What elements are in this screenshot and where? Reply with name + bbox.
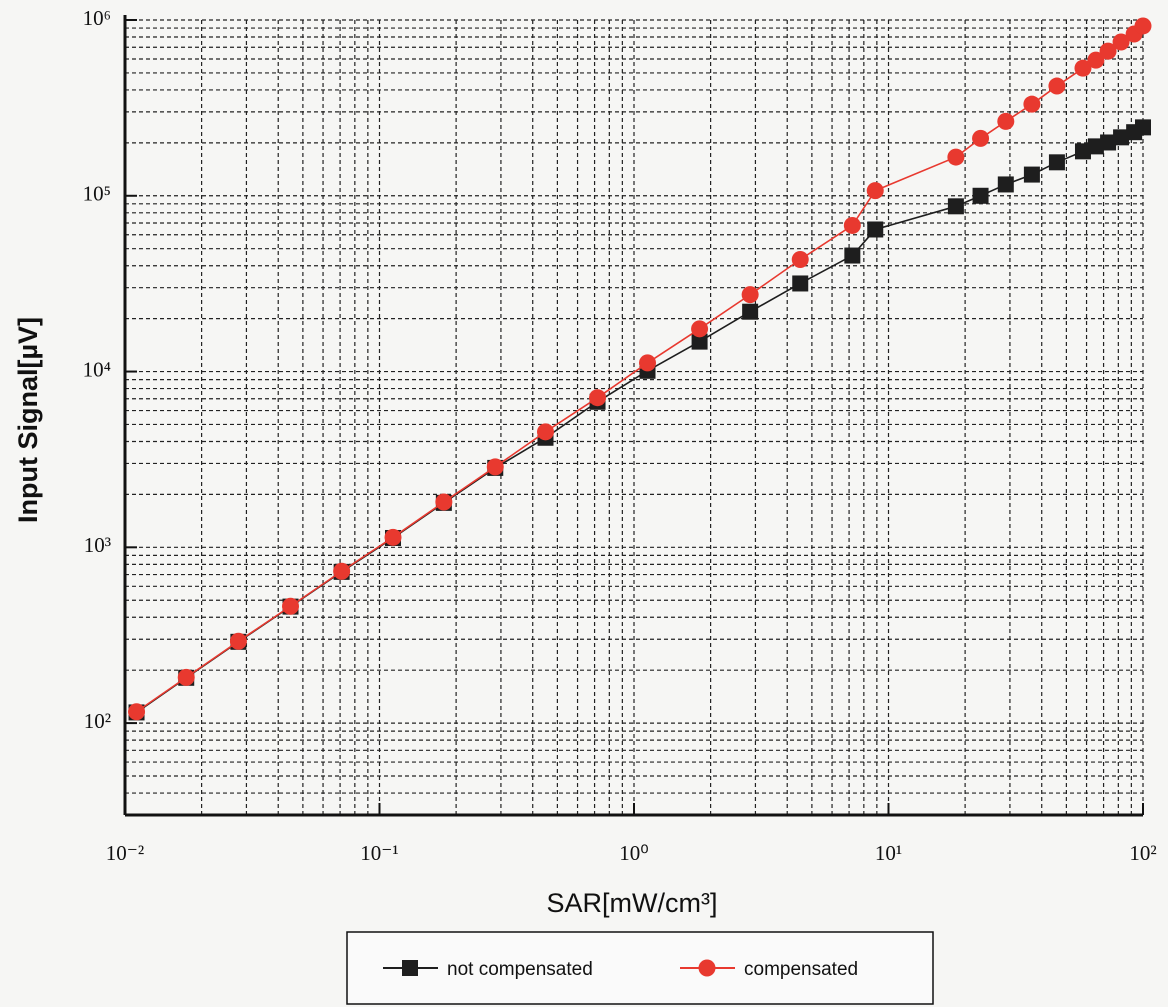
data-point — [792, 275, 809, 292]
y-tick-label: 10⁶ — [83, 6, 111, 30]
data-point — [742, 303, 759, 320]
data-point — [536, 423, 554, 441]
x-tick-label: 10¹ — [875, 841, 902, 865]
data-point — [866, 182, 884, 200]
data-point — [1087, 138, 1104, 155]
x-tick-label: 10² — [1129, 841, 1156, 865]
data-point — [128, 703, 146, 721]
x-tick-label: 10⁻¹ — [360, 841, 398, 865]
data-point — [333, 562, 351, 580]
data-point — [997, 112, 1015, 130]
legend-marker — [402, 960, 418, 976]
data-point — [229, 632, 247, 650]
data-point — [1074, 143, 1091, 160]
data-point — [741, 286, 759, 304]
data-point — [1134, 17, 1152, 35]
data-point — [947, 198, 964, 215]
legend-marker — [698, 959, 716, 977]
data-point — [1087, 51, 1105, 69]
x-axis-label: SAR[mW/cm³] — [547, 888, 718, 918]
y-tick-label: 10³ — [84, 533, 111, 557]
legend-label: not compensated — [447, 959, 593, 980]
legend-label: compensated — [744, 959, 858, 980]
data-point — [1048, 77, 1066, 95]
data-point — [1099, 42, 1117, 60]
data-point — [1074, 59, 1092, 77]
y-tick-label: 10⁵ — [83, 182, 111, 206]
x-tick-label: 10⁰ — [619, 841, 648, 865]
data-point — [691, 320, 709, 338]
data-point — [435, 493, 453, 511]
y-tick-label: 10² — [84, 709, 111, 733]
data-point — [384, 528, 402, 546]
data-point — [282, 597, 300, 615]
data-point — [867, 221, 884, 238]
data-point — [691, 333, 708, 350]
series-line — [136, 126, 1144, 714]
data-point — [177, 668, 195, 686]
data-point — [947, 148, 965, 166]
data-point — [843, 216, 861, 234]
data-point — [972, 187, 989, 204]
data-point — [844, 247, 861, 264]
data-point — [997, 176, 1014, 193]
data-point — [589, 389, 607, 407]
data-point — [1023, 95, 1041, 113]
data-point — [1113, 129, 1130, 146]
data-point — [1023, 166, 1040, 183]
data-point — [1048, 154, 1065, 171]
data-point — [972, 129, 990, 147]
data-point — [639, 354, 657, 372]
data-point — [791, 250, 809, 268]
x-tick-label: 10⁻² — [106, 841, 144, 865]
data-point — [486, 458, 504, 476]
y-tick-label: 10⁴ — [83, 357, 111, 381]
legend-box — [346, 931, 934, 1005]
data-point — [1112, 33, 1130, 51]
y-axis-label: Input Signal[µV] — [13, 317, 43, 523]
data-point — [1135, 119, 1151, 136]
data-point — [1100, 134, 1117, 151]
